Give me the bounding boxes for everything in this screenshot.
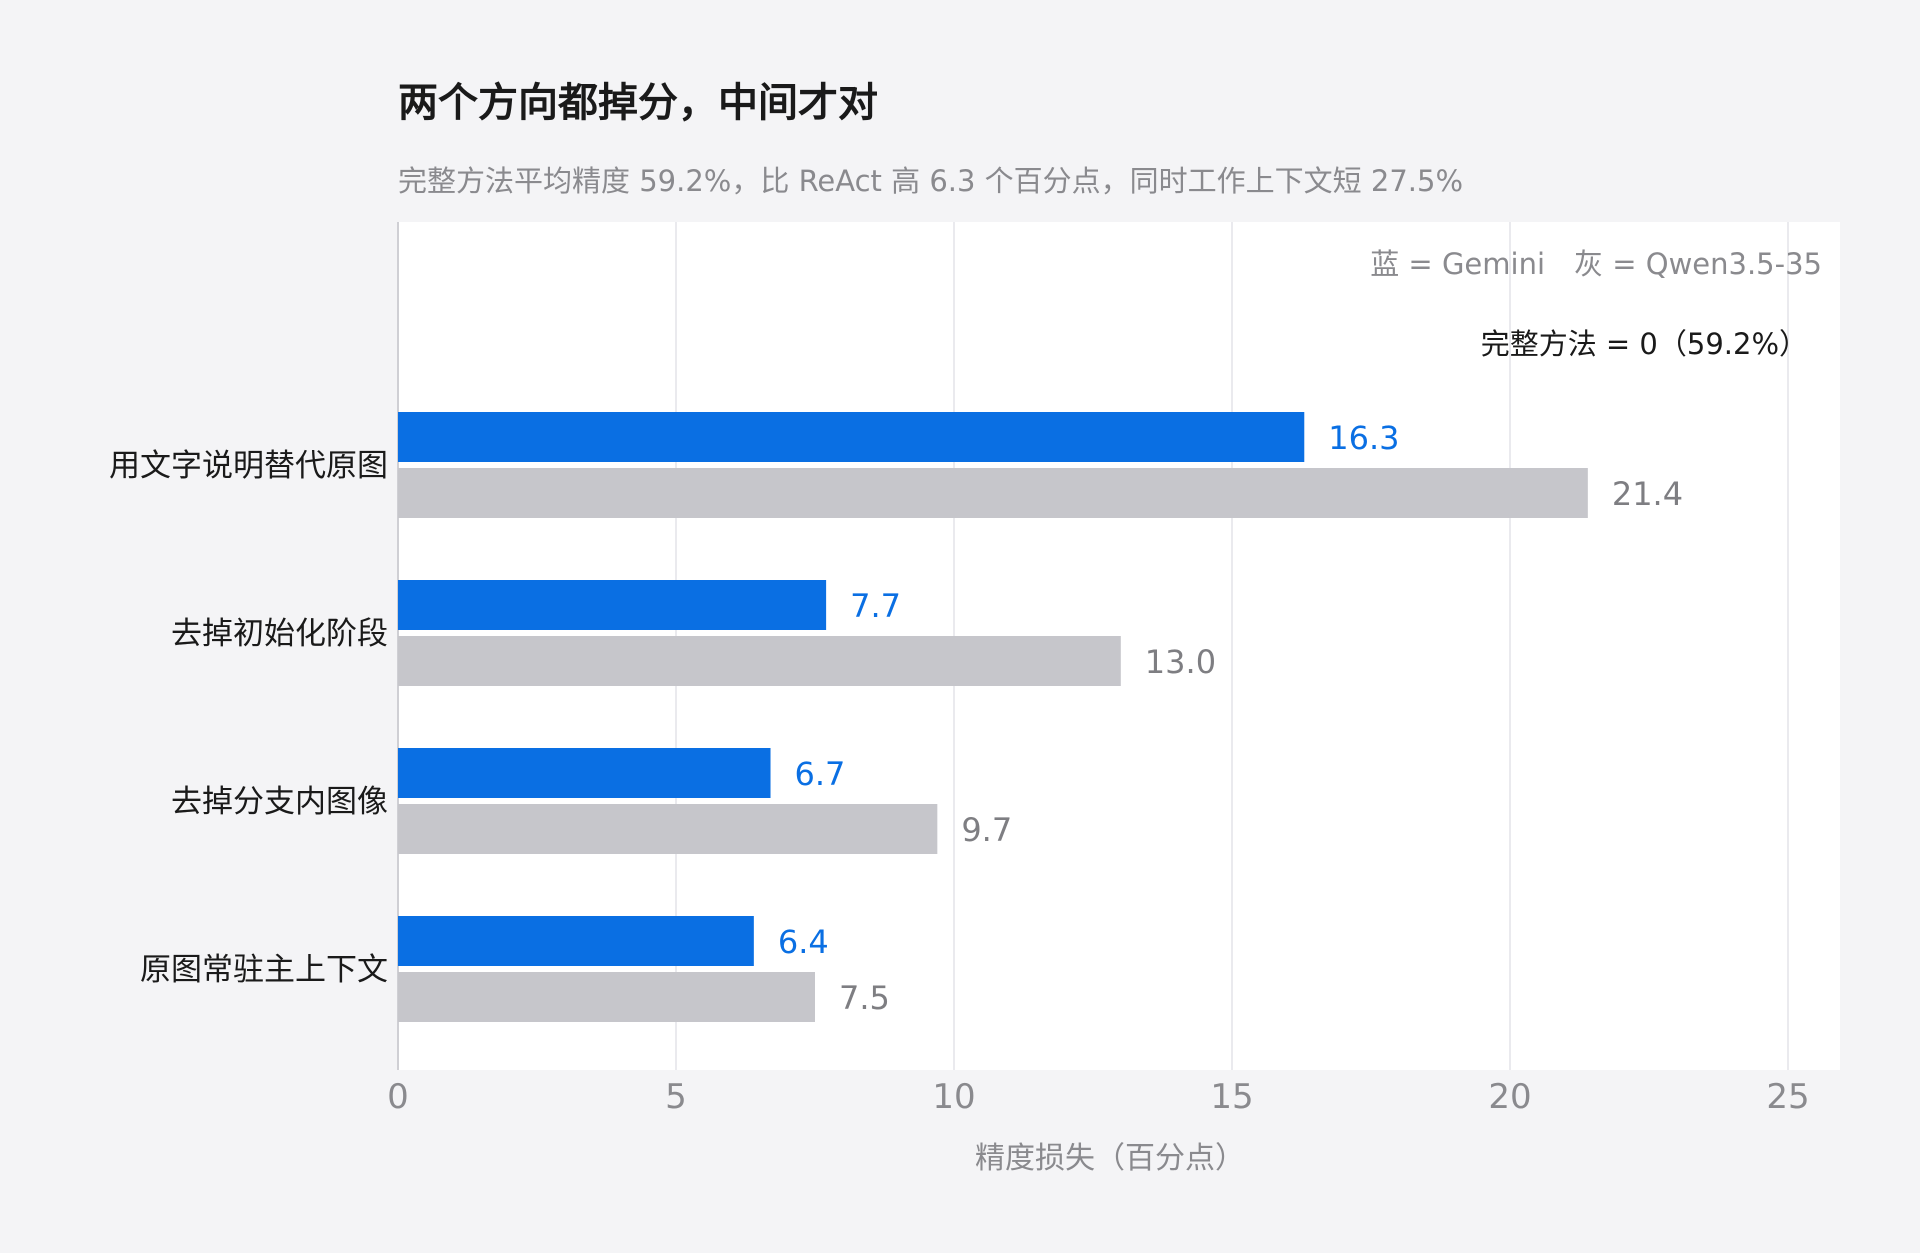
legend: 蓝 = Gemini 灰 = Qwen3.5-35 (1370, 247, 1822, 281)
bar-Qwen3.5-35-3 (398, 972, 815, 1022)
value-label-Qwen3.5-35-2: 9.7 (961, 811, 1012, 849)
value-label-Qwen3.5-35-1: 13.0 (1145, 643, 1216, 681)
bar-Gemini-3 (398, 916, 754, 966)
bar-Gemini-2 (398, 748, 771, 798)
value-label-Gemini-0: 16.3 (1328, 419, 1399, 457)
chart-subtitle: 完整方法平均精度 59.2%，比 ReAct 高 6.3 个百分点，同时工作上下… (398, 164, 1463, 198)
category-label-2: 去掉分支内图像 (171, 784, 388, 820)
x-tick-label-15: 15 (1210, 1077, 1253, 1117)
bars (398, 412, 1588, 1022)
value-label-Qwen3.5-35-0: 21.4 (1612, 475, 1683, 513)
value-labels: 16.3 21.4 7.7 13.0 6.7 9.7 6.4 7.5 (778, 419, 1683, 1017)
x-tick-label-25: 25 (1766, 1077, 1809, 1117)
x-axis-title: 精度损失（百分点） (975, 1141, 1245, 1176)
x-tick-labels: 0 5 10 15 20 25 (387, 1077, 1809, 1117)
value-label-Gemini-1: 7.7 (850, 587, 901, 625)
bar-Qwen3.5-35-2 (398, 804, 938, 854)
category-label-3: 原图常驻主上下文 (140, 952, 388, 988)
category-label-1: 去掉初始化阶段 (171, 616, 388, 652)
bar-Gemini-0 (398, 412, 1305, 462)
x-tick-label-0: 0 (387, 1077, 409, 1117)
category-label-0: 用文字说明替代原图 (109, 448, 388, 484)
bar-Qwen3.5-35-0 (398, 468, 1588, 518)
baseline-note: 完整方法 = 0（59.2%） (1481, 327, 1808, 361)
value-label-Gemini-3: 6.4 (778, 923, 829, 961)
x-tick-label-20: 20 (1488, 1077, 1531, 1117)
bar-Gemini-1 (398, 580, 827, 630)
chart-title: 两个方向都掉分，中间才对 (398, 80, 878, 126)
x-tick-label-10: 10 (932, 1077, 975, 1117)
bar-Qwen3.5-35-1 (398, 636, 1121, 686)
value-label-Qwen3.5-35-3: 7.5 (839, 979, 890, 1017)
x-tick-label-5: 5 (665, 1077, 687, 1117)
value-label-Gemini-2: 6.7 (795, 755, 846, 793)
